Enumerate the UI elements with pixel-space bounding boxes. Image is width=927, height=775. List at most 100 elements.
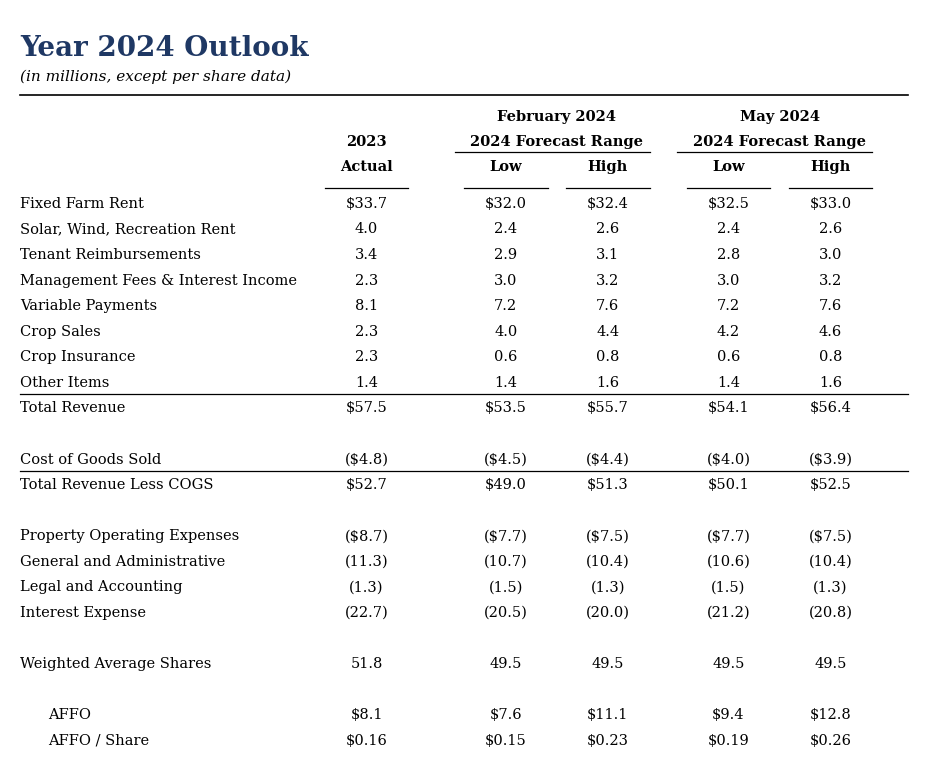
Text: (1.3): (1.3) (590, 580, 625, 594)
Text: $32.4: $32.4 (586, 197, 629, 211)
Text: Total Revenue: Total Revenue (20, 401, 126, 415)
Text: $50.1: $50.1 (707, 478, 748, 492)
Text: $33.7: $33.7 (345, 197, 387, 211)
Text: 2024 Forecast Range: 2024 Forecast Range (692, 135, 865, 149)
Text: 0.8: 0.8 (595, 350, 619, 364)
Text: 3.2: 3.2 (595, 274, 619, 288)
Text: 2023: 2023 (346, 135, 387, 149)
Text: 4.4: 4.4 (596, 325, 618, 339)
Text: High: High (809, 160, 850, 174)
Text: 4.0: 4.0 (493, 325, 517, 339)
Text: Property Operating Expenses: Property Operating Expenses (20, 529, 239, 543)
Text: ($7.7): ($7.7) (483, 529, 527, 543)
Text: 3.0: 3.0 (818, 248, 842, 262)
Text: $7.6: $7.6 (489, 708, 522, 722)
Text: $56.4: $56.4 (808, 401, 851, 415)
Text: 2024 Forecast Range: 2024 Forecast Range (470, 135, 642, 149)
Text: 0.6: 0.6 (716, 350, 740, 364)
Text: (10.4): (10.4) (807, 555, 852, 569)
Text: (20.0): (20.0) (585, 606, 629, 620)
Text: February 2024: February 2024 (497, 110, 616, 124)
Text: (1.3): (1.3) (812, 580, 847, 594)
Text: (22.7): (22.7) (344, 606, 388, 620)
Text: 1.4: 1.4 (717, 376, 739, 390)
Text: $33.0: $33.0 (808, 197, 851, 211)
Text: 1.6: 1.6 (819, 376, 841, 390)
Text: Solar, Wind, Recreation Rent: Solar, Wind, Recreation Rent (20, 222, 235, 236)
Text: 2.4: 2.4 (717, 222, 739, 236)
Text: General and Administrative: General and Administrative (20, 555, 225, 569)
Text: $32.5: $32.5 (706, 197, 749, 211)
Text: $54.1: $54.1 (707, 401, 748, 415)
Text: ($4.8): ($4.8) (344, 453, 388, 467)
Text: 7.2: 7.2 (494, 299, 516, 313)
Text: 7.6: 7.6 (595, 299, 619, 313)
Text: Other Items: Other Items (20, 376, 109, 390)
Text: 2.6: 2.6 (595, 222, 619, 236)
Text: 3.0: 3.0 (716, 274, 740, 288)
Text: 4.2: 4.2 (717, 325, 739, 339)
Text: $0.16: $0.16 (345, 734, 387, 748)
Text: Low: Low (711, 160, 744, 174)
Text: (10.7): (10.7) (483, 555, 527, 569)
Text: 3.1: 3.1 (596, 248, 618, 262)
Text: Crop Sales: Crop Sales (20, 325, 101, 339)
Text: $55.7: $55.7 (587, 401, 628, 415)
Text: (1.5): (1.5) (488, 580, 523, 594)
Text: (1.3): (1.3) (349, 580, 384, 594)
Text: ($4.4): ($4.4) (585, 453, 629, 467)
Text: (20.5): (20.5) (483, 606, 527, 620)
Text: 1.4: 1.4 (355, 376, 377, 390)
Text: 2.6: 2.6 (818, 222, 842, 236)
Text: $8.1: $8.1 (349, 708, 383, 722)
Text: 8.1: 8.1 (355, 299, 377, 313)
Text: 7.6: 7.6 (818, 299, 842, 313)
Text: Low: Low (489, 160, 522, 174)
Text: $9.4: $9.4 (711, 708, 744, 722)
Text: High: High (587, 160, 628, 174)
Text: 3.0: 3.0 (493, 274, 517, 288)
Text: $52.5: $52.5 (809, 478, 850, 492)
Text: ($3.9): ($3.9) (807, 453, 852, 467)
Text: 49.5: 49.5 (712, 657, 743, 671)
Text: $12.8: $12.8 (809, 708, 850, 722)
Text: ($4.0): ($4.0) (705, 453, 750, 467)
Text: (20.8): (20.8) (807, 606, 852, 620)
Text: (10.6): (10.6) (705, 555, 750, 569)
Text: (21.2): (21.2) (705, 606, 750, 620)
Text: 2.4: 2.4 (494, 222, 516, 236)
Text: 49.5: 49.5 (814, 657, 845, 671)
Text: 49.5: 49.5 (591, 657, 623, 671)
Text: 0.6: 0.6 (493, 350, 517, 364)
Text: May 2024: May 2024 (739, 110, 819, 124)
Text: $51.3: $51.3 (587, 478, 628, 492)
Text: 0.8: 0.8 (818, 350, 842, 364)
Text: Tenant Reimbursements: Tenant Reimbursements (20, 248, 201, 262)
Text: 51.8: 51.8 (350, 657, 382, 671)
Text: 2.3: 2.3 (354, 274, 378, 288)
Text: Management Fees & Interest Income: Management Fees & Interest Income (20, 274, 297, 288)
Text: 49.5: 49.5 (489, 657, 521, 671)
Text: (in millions, except per share data): (in millions, except per share data) (20, 70, 291, 84)
Text: Total Revenue Less COGS: Total Revenue Less COGS (20, 478, 214, 492)
Text: (10.4): (10.4) (585, 555, 629, 569)
Text: $0.19: $0.19 (707, 734, 748, 748)
Text: ($4.5): ($4.5) (483, 453, 527, 467)
Text: Crop Insurance: Crop Insurance (20, 350, 135, 364)
Text: (11.3): (11.3) (344, 555, 388, 569)
Text: $52.7: $52.7 (346, 478, 387, 492)
Text: AFFO: AFFO (48, 708, 91, 722)
Text: ($7.5): ($7.5) (585, 529, 629, 543)
Text: $49.0: $49.0 (484, 478, 527, 492)
Text: ($8.7): ($8.7) (344, 529, 388, 543)
Text: 4.0: 4.0 (354, 222, 378, 236)
Text: 4.6: 4.6 (818, 325, 842, 339)
Text: AFFO / Share: AFFO / Share (48, 734, 149, 748)
Text: ($7.7): ($7.7) (705, 529, 750, 543)
Text: Legal and Accounting: Legal and Accounting (20, 580, 183, 594)
Text: 3.2: 3.2 (818, 274, 842, 288)
Text: 2.3: 2.3 (354, 350, 378, 364)
Text: 7.2: 7.2 (717, 299, 739, 313)
Text: 1.6: 1.6 (596, 376, 618, 390)
Text: Actual: Actual (340, 160, 392, 174)
